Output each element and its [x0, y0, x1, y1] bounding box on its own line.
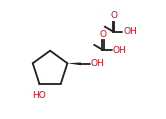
Polygon shape	[67, 62, 81, 65]
Text: HO: HO	[32, 91, 46, 100]
Text: OH: OH	[123, 27, 137, 36]
Text: OH: OH	[113, 46, 126, 55]
Text: O: O	[99, 30, 107, 39]
Text: OH: OH	[91, 59, 104, 68]
Text: O: O	[110, 11, 117, 20]
